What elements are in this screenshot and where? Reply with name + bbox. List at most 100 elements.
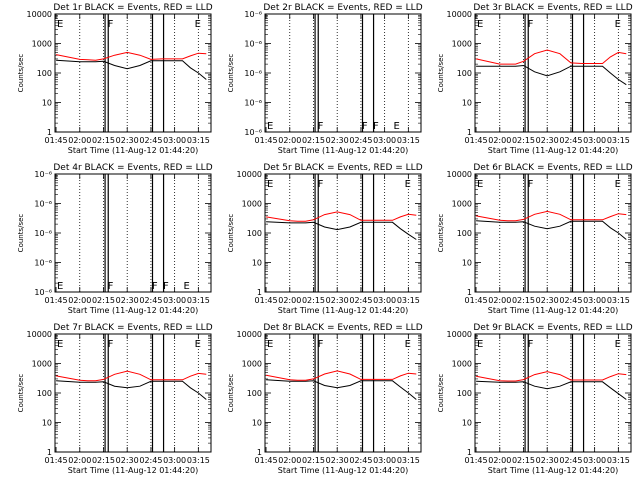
series-line-lld xyxy=(266,211,417,222)
x-axis-label: Start Time (11-Aug-12 01:44:20) xyxy=(488,466,619,475)
x-tick-label: 02:45 xyxy=(349,136,372,145)
y-axis-label: Counts/sec xyxy=(227,374,235,413)
x-tick-label: 02:45 xyxy=(559,456,582,465)
x-tick-label: 01:45 xyxy=(45,296,68,305)
y-tick-label: 100 xyxy=(247,389,262,398)
flag-label: E xyxy=(477,339,483,350)
x-tick-label: 02:45 xyxy=(139,456,162,465)
flag-label: E xyxy=(477,19,483,30)
flag-label: F xyxy=(163,281,169,292)
panel-title: Det 1r BLACK = Events, RED = LLD xyxy=(53,3,212,13)
x-tick-label: 01:45 xyxy=(465,456,488,465)
y-tick-label: 100 xyxy=(457,389,472,398)
series-line-events xyxy=(266,379,417,400)
x-tick-label: 02:15 xyxy=(92,456,115,465)
y-tick-label: 100 xyxy=(247,229,262,238)
y-tick-label: 1000 xyxy=(242,200,262,209)
panel-title: Det 2r BLACK = Events, RED = LLD xyxy=(263,3,422,13)
x-tick-label: 01:45 xyxy=(255,456,278,465)
x-tick-label: 02:30 xyxy=(326,296,349,305)
panel-det-5: Det 5r BLACK = Events, RED = LLD 1 10 100 10… xyxy=(227,163,423,315)
flag-label: F xyxy=(108,339,114,350)
x-tick-label: 02:45 xyxy=(139,296,162,305)
flag-label: F xyxy=(528,179,534,190)
panel-title: Det 7r BLACK = Events, RED = LLD xyxy=(53,323,212,333)
y-axis-label: Counts/sec xyxy=(437,54,445,93)
x-tick-label: 02:15 xyxy=(302,296,325,305)
x-tick-label: 02:00 xyxy=(488,296,511,305)
series-line-lld xyxy=(266,370,417,381)
x-tick-label: 03:15 xyxy=(607,136,630,145)
panel-det-1: Det 1r BLACK = Events, RED = LLD 1 10 100 10… xyxy=(17,3,213,155)
x-tick-label: 03:15 xyxy=(397,456,420,465)
x-axis-label: Start Time (11-Aug-12 01:44:20) xyxy=(278,306,409,315)
y-tick-label: 1 xyxy=(467,288,472,297)
x-tick-label: 02:00 xyxy=(68,296,91,305)
plot-frame xyxy=(54,173,212,293)
x-axis-label: Start Time (11-Aug-12 01:44:20) xyxy=(488,306,619,315)
x-tick-label: 02:00 xyxy=(488,136,511,145)
y-tick-label: 10000 xyxy=(447,10,472,19)
panel-title: Det 9r BLACK = Events, RED = LLD xyxy=(473,323,632,333)
flag-label: E xyxy=(615,19,621,30)
y-axis-label: Counts/sec xyxy=(17,54,25,93)
flag-label: E xyxy=(477,179,483,190)
plot-frame xyxy=(54,333,212,453)
y-axis-label: Counts/sec xyxy=(227,214,235,253)
flag-label: F xyxy=(108,281,114,292)
y-tick-label: 1 xyxy=(467,128,472,137)
y-tick-label: 10 xyxy=(42,99,52,108)
series-line-events xyxy=(266,221,417,240)
y-tick-label: 10⁻⁶ xyxy=(244,40,262,49)
flag-label: F xyxy=(318,121,324,132)
y-tick-label: 10⁻⁶ xyxy=(34,200,52,209)
x-tick-label: 02:15 xyxy=(302,136,325,145)
flag-label: E xyxy=(195,19,201,30)
x-tick-label: 01:45 xyxy=(45,456,68,465)
x-tick-label: 02:30 xyxy=(116,296,139,305)
series-line-lld xyxy=(56,51,207,61)
x-tick-label: 01:45 xyxy=(255,296,278,305)
panel-title: Det 8r BLACK = Events, RED = LLD xyxy=(263,323,422,333)
flag-label: E xyxy=(57,19,63,30)
x-tick-label: 03:15 xyxy=(397,136,420,145)
flag-label: E xyxy=(267,339,273,350)
flag-label: F xyxy=(528,339,534,350)
x-tick-label: 02:15 xyxy=(92,136,115,145)
y-tick-label: 1000 xyxy=(452,200,472,209)
x-axis-label: Start Time (11-Aug-12 01:44:20) xyxy=(278,146,409,155)
flag-label: E xyxy=(615,179,621,190)
series-line-events xyxy=(56,59,207,80)
x-tick-label: 02:15 xyxy=(512,456,535,465)
panel-title: Det 3r BLACK = Events, RED = LLD xyxy=(473,3,632,13)
panel-det-9: Det 9r BLACK = Events, RED = LLD 1 10 100 10… xyxy=(437,323,633,475)
x-tick-label: 02:30 xyxy=(536,456,559,465)
plot-frame xyxy=(264,13,422,133)
y-axis-label: Counts/sec xyxy=(17,374,25,413)
series-line-events xyxy=(476,64,627,86)
series-line-lld xyxy=(476,371,627,382)
y-axis-label: Counts/sec xyxy=(437,374,445,413)
y-tick-label: 10 xyxy=(462,99,472,108)
x-tick-label: 03:00 xyxy=(583,456,606,465)
y-tick-label: 10⁻⁶ xyxy=(34,229,52,238)
y-tick-label: 10000 xyxy=(27,10,52,19)
x-tick-label: 02:30 xyxy=(326,136,349,145)
plot-frame xyxy=(474,333,632,453)
x-tick-label: 02:30 xyxy=(536,136,559,145)
x-tick-label: 02:00 xyxy=(278,296,301,305)
x-tick-label: 03:15 xyxy=(187,136,210,145)
series-line-events xyxy=(476,380,627,400)
y-tick-label: 10⁻⁶ xyxy=(244,99,262,108)
y-tick-label: 1 xyxy=(47,448,52,457)
x-axis-label: Start Time (11-Aug-12 01:44:20) xyxy=(68,466,199,475)
x-tick-label: 03:00 xyxy=(583,136,606,145)
x-tick-label: 01:45 xyxy=(255,136,278,145)
y-tick-label: 100 xyxy=(457,69,472,78)
y-tick-label: 10⁻⁶ xyxy=(34,259,52,268)
x-axis-label: Start Time (11-Aug-12 01:44:20) xyxy=(488,146,619,155)
y-tick-label: 10⁻⁶ xyxy=(244,128,262,137)
y-tick-label: 1000 xyxy=(452,40,472,49)
flag-label: E xyxy=(267,121,273,132)
y-tick-label: 10 xyxy=(252,259,262,268)
